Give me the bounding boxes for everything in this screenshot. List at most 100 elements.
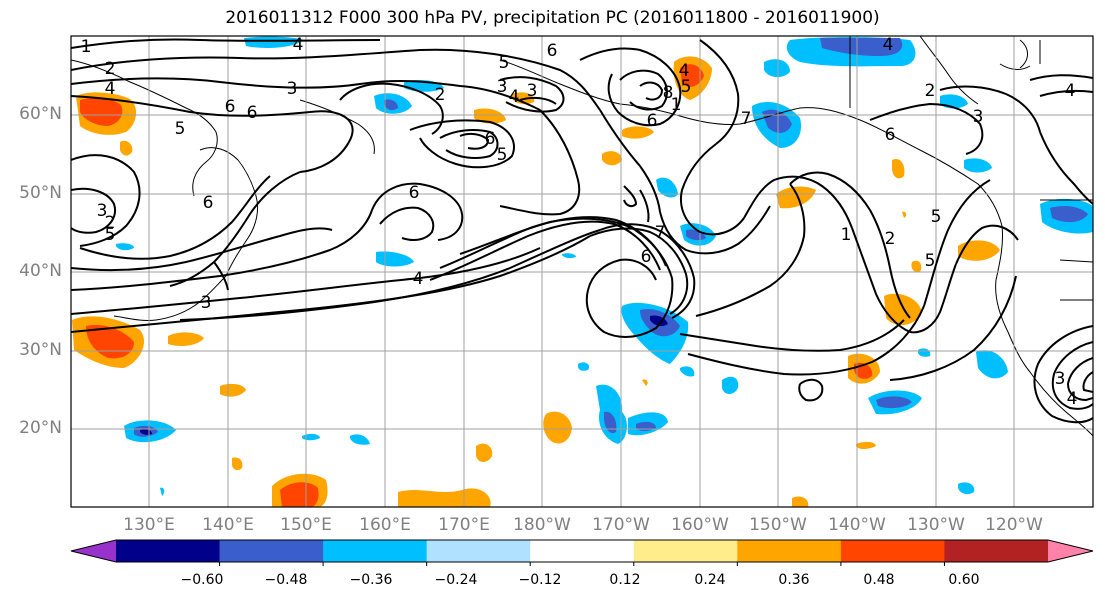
contour-label: 6: [647, 111, 658, 131]
graticule: [71, 36, 1093, 507]
contour-label: 3: [1055, 369, 1066, 389]
contour-label: 3: [497, 77, 508, 97]
contour-label: 4: [293, 35, 304, 55]
contour-label: 7: [655, 223, 666, 243]
contour-label: 5: [497, 145, 508, 165]
precip-positive-patch: [792, 496, 809, 507]
contour-label: 1: [841, 225, 852, 245]
lon-label: 150°W: [749, 515, 807, 535]
lon-label: 120°W: [985, 515, 1043, 535]
contour-label: 3: [97, 201, 108, 221]
colorbar-tick-label: −0.48: [264, 572, 308, 588]
contour-label: 6: [547, 41, 558, 61]
contour-label: 2: [925, 81, 936, 101]
colorbar-segment: [633, 540, 738, 562]
lat-label: 50°N: [19, 183, 62, 203]
lat-label: 20°N: [19, 418, 62, 438]
precip-negative-patch: [722, 376, 739, 394]
precip-positive-patch: [642, 379, 648, 386]
contour-label: 4: [509, 87, 520, 107]
precip-positive-patch: [543, 411, 572, 444]
lon-label: 160°W: [671, 515, 729, 535]
precip-negative-patch: [656, 177, 678, 198]
contour-label: 2: [105, 59, 116, 79]
colorbar-segment: [426, 540, 531, 562]
colorbar-segment: [737, 540, 842, 562]
precip-negative-patch: [764, 59, 790, 78]
colorbar: [70, 539, 1094, 566]
precip-negative-patch: [350, 434, 370, 445]
lon-label: 130°W: [907, 515, 965, 535]
precip-positive-patch: [911, 260, 922, 273]
contour-label: 5: [499, 53, 510, 73]
map-frame: [70, 35, 1094, 508]
contour-label: 4: [883, 35, 894, 55]
contour-label: 5: [931, 207, 942, 227]
lon-label: 170°W: [592, 515, 650, 535]
colorbar-tick-label: −0.60: [180, 572, 224, 588]
precip-negative-patch: [976, 350, 1008, 379]
precip-negative-patch: [820, 38, 903, 56]
contour-label: 8: [663, 83, 674, 103]
contour-label: 3: [527, 81, 538, 101]
lat-label: 60°N: [19, 104, 62, 124]
contour-label: 6: [641, 247, 652, 267]
colorbar-extend-high: [1048, 540, 1093, 562]
contour-label: 5: [925, 251, 936, 271]
precip-positive-patch: [120, 140, 133, 156]
colorbar-tick-label: 0.12: [609, 572, 641, 588]
colorbar-segment: [530, 540, 635, 562]
precip-positive-patch: [902, 211, 907, 218]
precip-negative-patch: [604, 411, 617, 434]
colorbar-tick-label: −0.24: [434, 572, 478, 588]
contour-label: 1: [81, 37, 92, 57]
colorbar-tick-label: 0.60: [948, 572, 980, 588]
contour-label: 5: [681, 77, 692, 97]
precip-positive-patch: [398, 488, 491, 507]
contour-label: 4: [105, 79, 116, 99]
colorbar-tick-label: −0.12: [518, 572, 562, 588]
precip-positive-patch: [776, 186, 816, 209]
colorbar-segment: [219, 540, 324, 562]
precip-positive-patch: [602, 151, 622, 166]
colorbar-segment: [840, 540, 945, 562]
precip-positive-patch: [892, 158, 905, 179]
contour-label: 4: [679, 61, 690, 81]
colorbar-segment: [944, 540, 1049, 562]
colorbar-tick-label: 0.48: [863, 572, 895, 588]
contour-label: 2: [435, 85, 446, 105]
precip-negative-patch: [384, 99, 398, 111]
contour-labels: 1 2 4 3 5 6 6 4 3 5 2 2 3 6 5 6 6 3 4 5: [81, 35, 1078, 409]
precip-positive-patch: [958, 240, 1000, 261]
precip-positive-patch: [280, 482, 319, 507]
contour-label: 2: [885, 229, 896, 249]
lon-label: 150°E: [280, 515, 332, 535]
precip-negative-patch: [578, 362, 590, 371]
contour-label: 6: [203, 193, 214, 213]
contour-label: 6: [409, 183, 420, 203]
lon-label: 130°E: [123, 515, 175, 535]
lon-label: 160°E: [359, 515, 411, 535]
contour-label: 5: [175, 119, 186, 139]
precip-negative-patch: [680, 366, 695, 377]
lon-label: 180°W: [513, 515, 571, 535]
precip-negative-patch: [958, 482, 975, 495]
lon-label: 170°E: [438, 515, 490, 535]
precip-positive-patch: [80, 97, 123, 126]
precip-positive-patch: [474, 108, 506, 124]
precip-negative-patch: [562, 253, 576, 259]
precip-positive-patch: [622, 126, 654, 139]
precip-positive-patch: [680, 64, 704, 87]
colorbar-tick-label: 0.36: [778, 572, 810, 588]
contour-label: 4: [413, 269, 424, 289]
map-title: 2016011312 F000 300 hPa PV, precipitatio…: [225, 8, 880, 28]
lat-label: 40°N: [19, 261, 62, 281]
contour-label: 6: [247, 103, 258, 123]
contour-label: 6: [225, 97, 236, 117]
contour-label: 2: [105, 213, 116, 233]
pv-contours: [71, 38, 1093, 424]
contour-label: 7: [741, 109, 752, 129]
precip-negative-patch: [964, 158, 992, 173]
